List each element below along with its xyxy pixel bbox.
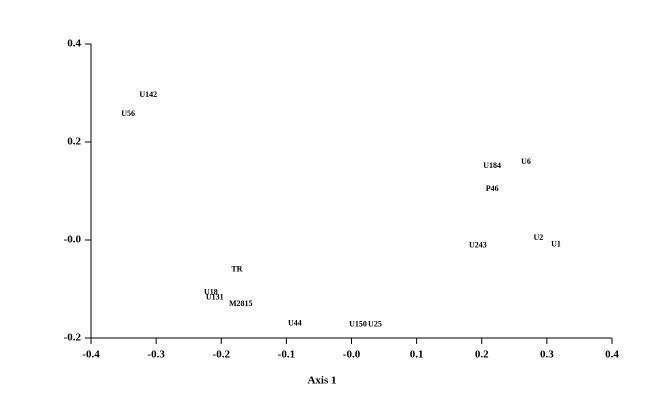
point-label: U243 <box>469 241 487 250</box>
point-label: U150 <box>349 320 367 329</box>
x-tick-label: 0.1 <box>410 349 424 361</box>
point-label: P46 <box>486 184 499 193</box>
x-tick-label: 0.2 <box>475 349 489 361</box>
point-label: U44 <box>288 319 302 328</box>
x-tick-label: -0.4 <box>82 349 100 361</box>
point-label: U131 <box>206 293 224 302</box>
point-label: TR <box>231 265 242 274</box>
y-tick-label: 0.4 <box>67 38 81 50</box>
point-label: U142 <box>139 90 157 99</box>
point-label: U56 <box>121 109 135 118</box>
y-tick-label: 0.2 <box>67 136 81 148</box>
point-label: M2815 <box>229 299 253 308</box>
x-tick-label: 0.3 <box>540 349 554 361</box>
x-tick-label: -0.3 <box>147 349 165 361</box>
x-axis-title: Axis 1 <box>307 375 336 387</box>
x-tick-label: -0.2 <box>213 349 231 361</box>
point-label: U184 <box>483 161 501 170</box>
point-label: U18 <box>204 288 218 297</box>
point-label: U2 <box>534 233 544 242</box>
y-tick-label: -0.0 <box>64 234 82 246</box>
point-label: U6 <box>521 157 531 166</box>
x-tick-label: -0.0 <box>343 349 361 361</box>
point-label: U25 <box>368 320 382 329</box>
y-tick-label: -0.2 <box>64 332 82 344</box>
x-tick-label: 0.4 <box>605 349 619 361</box>
x-tick-label: -0.1 <box>278 349 295 361</box>
point-label: U1 <box>551 240 561 249</box>
